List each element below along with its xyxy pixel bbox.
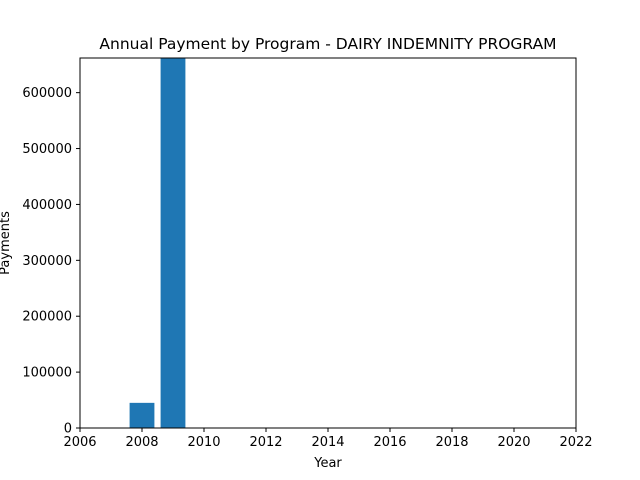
x-tick-label: 2014 (311, 435, 344, 450)
y-axis-label: Payments (0, 211, 13, 275)
y-tick-label: 500000 (22, 142, 72, 157)
x-tick-label: 2008 (125, 435, 158, 450)
plot-area-frame (79, 57, 577, 429)
y-tick-label: 400000 (22, 198, 72, 213)
x-axis-ticks: 2006 2008 2010 2012 2014 2016 2018 2020 2022 (63, 428, 593, 450)
y-tick-label: 600000 (22, 86, 72, 101)
bar-2008 (129, 402, 155, 428)
x-axis-label: Year (313, 456, 342, 471)
x-tick-label: 2022 (559, 435, 592, 450)
x-tick-label: 2018 (435, 435, 468, 450)
bars-group (129, 58, 186, 428)
y-axis-ticks: 0 100000 200000 300000 400000 500000 600000 (22, 86, 80, 437)
chart-title: Annual Payment by Program - DAIRY INDEMN… (99, 35, 556, 53)
y-tick-label: 100000 (22, 366, 72, 381)
y-tick-label: 0 (64, 422, 72, 437)
x-tick-label: 2006 (63, 435, 96, 450)
bar-2009 (160, 58, 186, 428)
x-tick-label: 2010 (187, 435, 220, 450)
y-tick-label: 200000 (22, 310, 72, 325)
x-tick-label: 2020 (497, 435, 530, 450)
y-tick-label: 300000 (22, 254, 72, 269)
x-tick-label: 2016 (373, 435, 406, 450)
x-tick-label: 2012 (249, 435, 282, 450)
